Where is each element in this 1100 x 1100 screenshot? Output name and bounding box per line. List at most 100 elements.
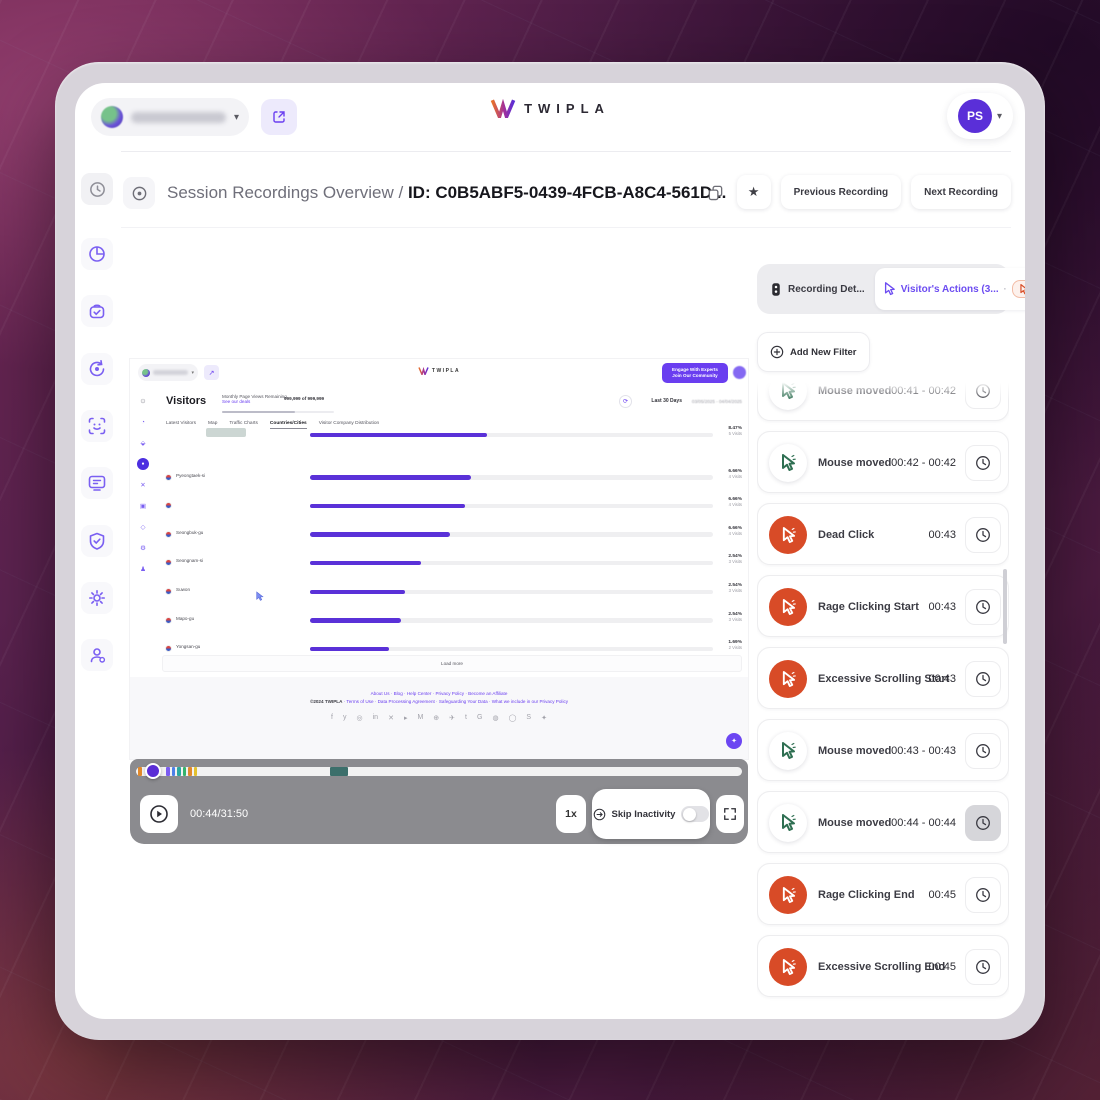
player-timeline[interactable] (136, 763, 742, 779)
tablet-frame: ▾ TWIPLA PS ▾ Session Recordings Overvie… (55, 62, 1045, 1040)
timeline-event-segment (171, 767, 176, 776)
recording-id: ID: C0B5ABF5-0439-4FCB-A8C4-561D... (407, 183, 727, 202)
tab-recording-details[interactable]: Recording Det... (761, 268, 873, 310)
playback-speed-button[interactable]: 1x (556, 795, 586, 833)
sidebar-item-gear[interactable] (81, 581, 113, 614)
header-actions: ★ Previous Recording Next Recording (705, 175, 1011, 209)
sidebar-item-scan[interactable] (81, 409, 113, 442)
replay-cta-line2: Join Our Community (672, 373, 718, 378)
sidebar-item-pie[interactable] (81, 238, 113, 270)
session-target-button[interactable] (123, 177, 155, 209)
jump-to-time-button[interactable] (965, 517, 1001, 553)
action-type-icon (769, 804, 807, 842)
replay-chart-row: Seongnam-si 2.54% 3 Visits (156, 549, 748, 577)
visitor-action-row[interactable]: Mouse moved 00:43 - 00:43 (757, 719, 1009, 781)
session-replay-viewport[interactable]: ▾ ↗ TWIPLA Engage With Experts Join Our … (130, 359, 748, 759)
sidebar-item-swirl[interactable] (81, 352, 113, 385)
next-recording-button[interactable]: Next Recording (911, 175, 1011, 209)
bar-fill (310, 475, 472, 480)
replay-load-more-button: Load more (162, 655, 742, 672)
action-label: Dead Click (818, 529, 875, 541)
bar-fill (310, 532, 450, 537)
skip-inactivity-label: Skip Inactivity (611, 808, 676, 820)
sidebar-item-history[interactable] (81, 173, 113, 205)
jump-to-time-button[interactable] (965, 949, 1001, 985)
site-domain-blurred (131, 111, 226, 123)
bar-value: 6.66% 4 Visits (728, 525, 742, 536)
action-time: 00:43 (928, 673, 956, 685)
tab-visitors-actions[interactable]: Visitor's Actions (3... · 11 (874, 268, 1025, 310)
replay-chart-row: Yongsan-gu 1.69% 2 Visits (156, 635, 748, 663)
chevron-down-icon: ▾ (191, 369, 194, 376)
replay-sidebar-icon: ▣ (139, 503, 147, 510)
replay-sidebar-icon: ✕ (140, 482, 146, 489)
bar-fill (310, 432, 488, 437)
jump-to-time-button[interactable] (965, 379, 1001, 409)
country-flag-icon (166, 589, 171, 594)
sidebar-item-person[interactable] (81, 639, 113, 672)
visitor-action-row[interactable]: Excessive Scrolling End 00:45 (757, 935, 1009, 997)
visitor-action-row[interactable]: Mouse moved 00:41 - 00:42 (757, 379, 1009, 421)
replay-domain-blurred (153, 370, 189, 375)
replay-refresh-icon: ⟳ (619, 395, 632, 408)
action-time: 00:43 - 00:43 (891, 745, 956, 757)
replay-usage-value: 999,999 of 999,999 (284, 396, 325, 401)
sidebar-item-chat[interactable] (81, 467, 113, 500)
replay-sidebar-icon: ● (137, 458, 149, 470)
jump-to-time-button[interactable] (965, 805, 1001, 841)
cursor-icon (884, 282, 895, 296)
replay-bar-chart: 8.47% 5 Visits Pyeongtaek-si 6.66% 4 Visit… (156, 426, 748, 653)
country-flag-icon (166, 560, 171, 566)
social-icon: ⊕ (433, 715, 440, 722)
visitor-action-row[interactable]: Excessive Scrolling Start 00:43 (757, 647, 1009, 709)
timeline-event-segment (182, 767, 187, 776)
replay-tab: Countries/Cities (269, 421, 307, 429)
replay-w-mark (418, 367, 429, 375)
external-link-icon (273, 111, 285, 123)
replay-footer: About Us · Blog · Help Center · Privacy … (130, 677, 748, 759)
visitor-action-row[interactable]: Rage Clicking End 00:45 (757, 863, 1009, 925)
visitor-action-row[interactable]: Mouse moved 00:44 - 00:44 (757, 791, 1009, 853)
sidebar-item-shield[interactable] (81, 524, 113, 557)
visitor-actions-list: Mouse moved 00:41 - 00:42 Mouse moved 00… (757, 379, 1009, 1019)
replay-footer-legal: ©2024 TWIPLA · Terms of Use · Data Proce… (130, 699, 748, 704)
copy-id-button[interactable] (705, 181, 727, 203)
timeline-playhead[interactable] (144, 763, 161, 779)
jump-to-time-button[interactable] (965, 661, 1001, 697)
twipla-logo: TWIPLA (75, 99, 1025, 118)
website-selector[interactable]: ▾ (91, 98, 249, 136)
replay-player-bar: 00:44/31:50 1x Skip Inactivity (130, 759, 748, 844)
replay-twipla-logo: TWIPLA (130, 367, 748, 375)
bar-track (310, 432, 713, 437)
account-menu[interactable]: PS ▾ (947, 93, 1013, 139)
skip-inactivity-toggle[interactable] (681, 806, 710, 822)
visitor-action-row[interactable]: Rage Clicking Start 00:43 (757, 575, 1009, 637)
jump-to-time-button[interactable] (965, 589, 1001, 625)
city-label: Suwon (176, 587, 191, 592)
replay-sidebar-icon: ♟ (140, 566, 146, 573)
tab-separator: · (1003, 284, 1007, 294)
fullscreen-button[interactable] (716, 795, 744, 833)
jump-to-time-button[interactable] (965, 877, 1001, 913)
replay-sidebar-icon: ◇ (140, 524, 146, 531)
social-icon: M (417, 714, 424, 721)
visitor-action-row[interactable]: Dead Click 00:43 (757, 503, 1009, 565)
clock-icon (976, 816, 990, 830)
open-website-button[interactable] (261, 99, 297, 135)
replay-date-range-dates: 03/05/2025 - 04/04/2025 (691, 398, 742, 404)
action-label: Mouse moved (818, 457, 892, 469)
replay-chart-row: Suwon 2.54% 3 Visits (156, 578, 748, 606)
add-new-filter-button[interactable]: Add New Filter (757, 332, 870, 372)
visitor-action-row[interactable]: Mouse moved 00:42 - 00:42 (757, 431, 1009, 493)
jump-to-time-button[interactable] (965, 445, 1001, 481)
action-time: 00:41 - 00:42 (891, 385, 956, 397)
action-time: 00:44 - 00:44 (891, 817, 956, 829)
previous-recording-button[interactable]: Previous Recording (780, 175, 902, 209)
sidebar-item-bag[interactable] (81, 295, 113, 328)
favorite-button[interactable]: ★ (736, 175, 771, 209)
jump-to-time-button[interactable] (965, 733, 1001, 769)
play-button[interactable] (140, 795, 178, 833)
actions-scrollbar[interactable] (1003, 569, 1007, 644)
clock-icon (976, 672, 990, 686)
replay-sidebar-icon: ⬙ (140, 440, 146, 447)
